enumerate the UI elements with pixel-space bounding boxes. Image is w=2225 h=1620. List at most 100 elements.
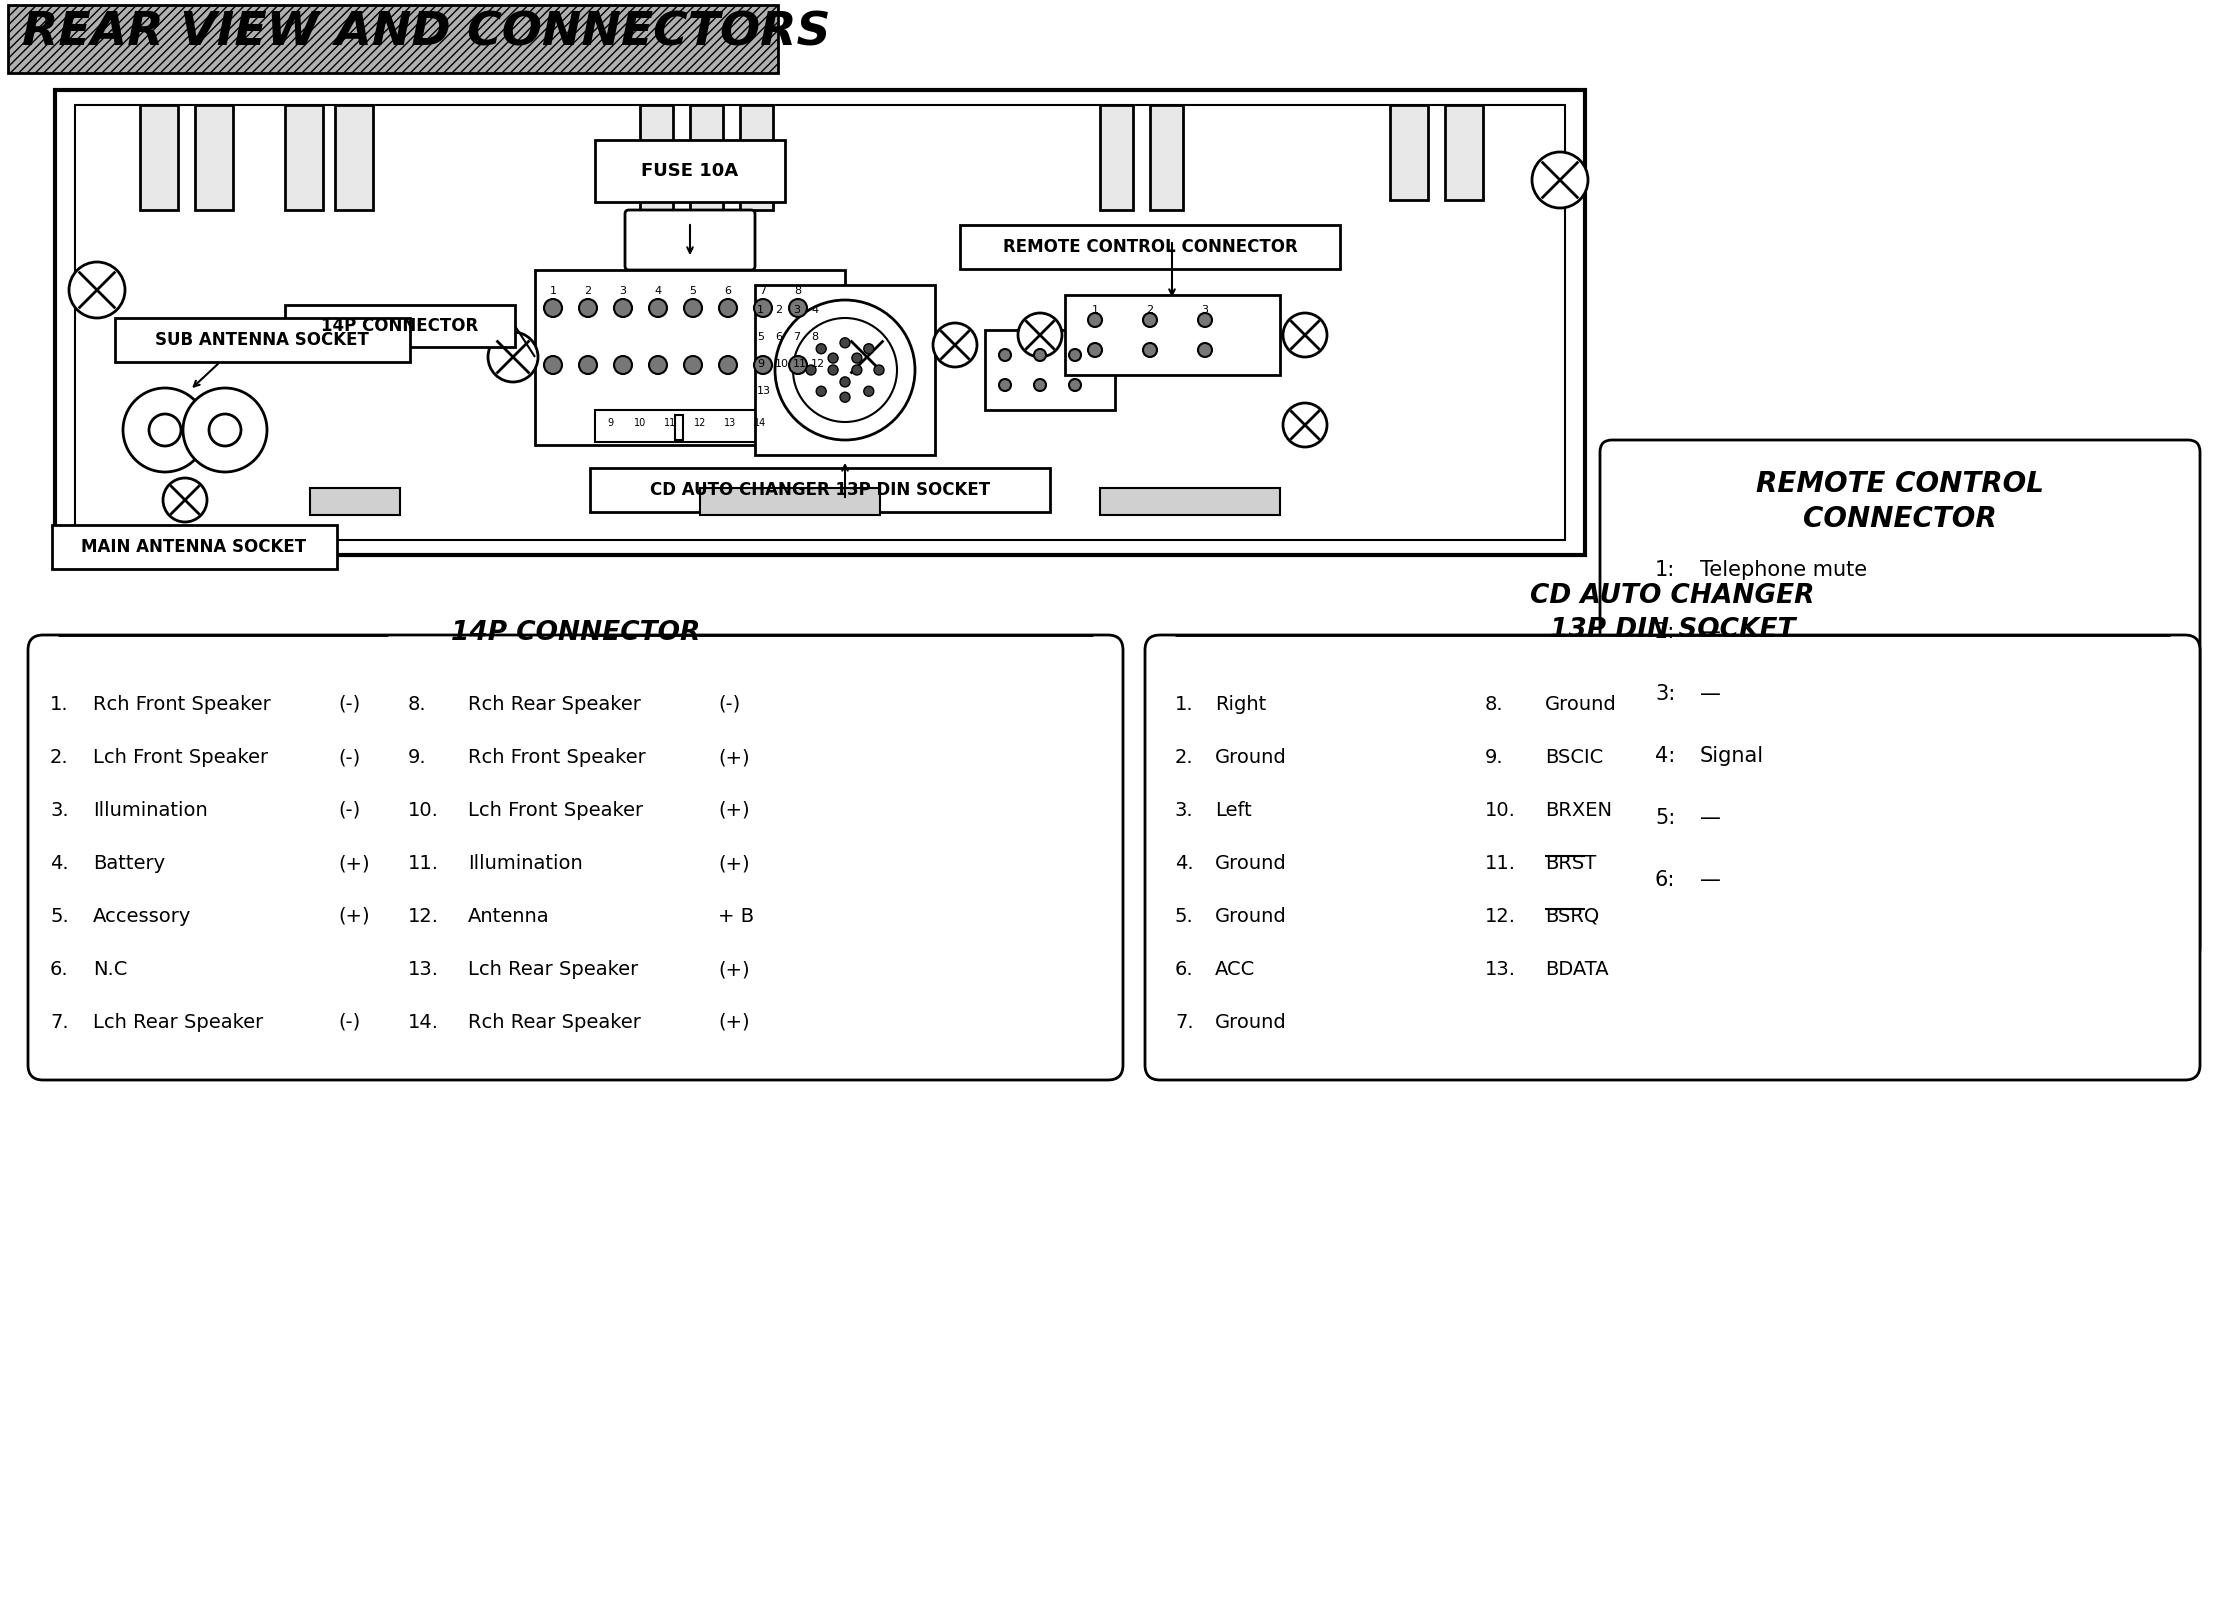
Text: 1: 1: [1092, 305, 1099, 314]
Bar: [641, 105, 672, 211]
Text: 8.: 8.: [1484, 695, 1504, 714]
Bar: [196, 105, 234, 211]
Circle shape: [149, 415, 180, 446]
Bar: [674, 415, 683, 441]
Circle shape: [683, 356, 703, 374]
Text: REMOTE CONTROL: REMOTE CONTROL: [1756, 470, 2045, 497]
Circle shape: [683, 300, 703, 318]
Circle shape: [1144, 313, 1157, 327]
Text: 12: 12: [694, 418, 705, 428]
Bar: [754, 285, 934, 455]
Circle shape: [754, 356, 772, 374]
Text: BSRQ: BSRQ: [1544, 907, 1600, 927]
Text: 1: 1: [550, 287, 556, 296]
Text: 2.: 2.: [49, 748, 69, 766]
Text: 5:: 5:: [1655, 808, 1675, 828]
Text: Right: Right: [1215, 695, 1266, 714]
Text: Rch Front Speaker: Rch Front Speaker: [467, 748, 645, 766]
Circle shape: [805, 364, 817, 374]
Circle shape: [1068, 379, 1081, 390]
Text: Left: Left: [1215, 800, 1253, 820]
Circle shape: [1035, 348, 1046, 361]
Text: BRXEN: BRXEN: [1544, 800, 1611, 820]
Bar: [590, 468, 1050, 512]
Text: 11: 11: [663, 418, 676, 428]
Text: 12.: 12.: [407, 907, 438, 927]
Bar: [1150, 105, 1184, 211]
Text: 2: 2: [585, 287, 592, 296]
Text: ACC: ACC: [1215, 961, 1255, 978]
Circle shape: [852, 353, 861, 363]
Text: —: —: [1700, 870, 1720, 889]
Text: 5: 5: [756, 332, 763, 342]
Circle shape: [1197, 313, 1213, 327]
Bar: [1066, 295, 1279, 374]
Circle shape: [999, 379, 1010, 390]
Bar: [116, 318, 409, 361]
Circle shape: [1035, 379, 1046, 390]
Text: BRST: BRST: [1544, 854, 1595, 873]
Text: REAR VIEW AND CONNECTORS: REAR VIEW AND CONNECTORS: [22, 10, 830, 55]
Text: 12: 12: [810, 360, 825, 369]
Text: 2:: 2:: [1655, 622, 1675, 642]
Text: 3:: 3:: [1655, 684, 1675, 705]
Text: 13: 13: [723, 418, 736, 428]
Circle shape: [828, 364, 839, 374]
Bar: [1391, 105, 1428, 199]
Text: 6:: 6:: [1655, 870, 1675, 889]
Text: 4: 4: [654, 287, 661, 296]
Bar: [959, 225, 1339, 269]
Text: CONNECTOR: CONNECTOR: [1802, 505, 1996, 533]
Text: 9.: 9.: [407, 748, 427, 766]
Text: Rch Rear Speaker: Rch Rear Speaker: [467, 695, 641, 714]
Circle shape: [209, 415, 240, 446]
Text: 14: 14: [754, 418, 765, 428]
Bar: [986, 330, 1115, 410]
Text: MAIN ANTENNA SOCKET: MAIN ANTENNA SOCKET: [82, 538, 307, 556]
Circle shape: [817, 386, 825, 397]
Text: 13.: 13.: [1484, 961, 1515, 978]
Text: 11.: 11.: [1484, 854, 1515, 873]
Circle shape: [487, 332, 538, 382]
Circle shape: [1019, 313, 1061, 356]
Text: 3.: 3.: [49, 800, 69, 820]
Circle shape: [841, 377, 850, 387]
Text: Lch Rear Speaker: Lch Rear Speaker: [467, 961, 639, 978]
Text: Ground: Ground: [1215, 1012, 1286, 1032]
Text: 6.: 6.: [1175, 961, 1193, 978]
Circle shape: [578, 356, 596, 374]
Circle shape: [841, 332, 892, 382]
Circle shape: [792, 318, 897, 421]
Text: 6.: 6.: [49, 961, 69, 978]
Text: 2: 2: [774, 305, 783, 314]
Text: 14P CONNECTOR: 14P CONNECTOR: [320, 318, 478, 335]
Text: 4.: 4.: [49, 854, 69, 873]
Circle shape: [719, 356, 736, 374]
Circle shape: [614, 356, 632, 374]
Circle shape: [1144, 343, 1157, 356]
Text: + B: + B: [719, 907, 754, 927]
FancyBboxPatch shape: [625, 211, 754, 271]
Circle shape: [543, 356, 563, 374]
Text: Telephone mute: Telephone mute: [1700, 561, 1867, 580]
Text: 1.: 1.: [1175, 695, 1193, 714]
Text: N.C: N.C: [93, 961, 127, 978]
Circle shape: [1068, 348, 1081, 361]
Text: 5: 5: [690, 287, 696, 296]
Text: Illumination: Illumination: [467, 854, 583, 873]
Text: 7: 7: [759, 287, 768, 296]
Bar: [594, 410, 790, 442]
Text: 1.: 1.: [49, 695, 69, 714]
Text: (-): (-): [719, 695, 741, 714]
Text: BDATA: BDATA: [1544, 961, 1609, 978]
Circle shape: [790, 356, 808, 374]
Bar: [534, 271, 846, 446]
Circle shape: [863, 343, 874, 353]
Text: Ground: Ground: [1544, 695, 1618, 714]
FancyBboxPatch shape: [1146, 635, 2201, 1081]
Text: (-): (-): [338, 800, 360, 820]
Bar: [51, 525, 336, 569]
Circle shape: [182, 389, 267, 471]
Text: 14P CONNECTOR: 14P CONNECTOR: [452, 620, 701, 646]
Text: —: —: [1700, 622, 1720, 642]
